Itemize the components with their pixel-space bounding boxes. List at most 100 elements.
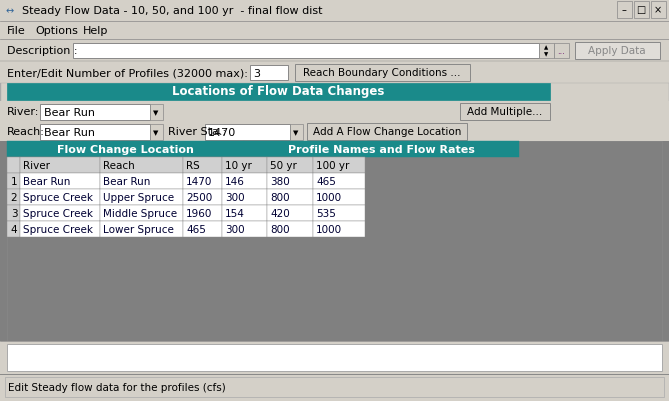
Text: 800: 800 <box>270 192 290 203</box>
Bar <box>183 190 222 205</box>
Text: Spruce Creek: Spruce Creek <box>23 225 93 235</box>
Bar <box>460 104 550 121</box>
Bar <box>539 44 554 59</box>
Text: Steady Flow Data - 10, 50, and 100 yr  - final flow dist: Steady Flow Data - 10, 50, and 100 yr - … <box>22 6 322 16</box>
Bar <box>205 125 290 141</box>
Text: Add Multiple...: Add Multiple... <box>468 107 543 117</box>
Text: ▲: ▲ <box>544 45 548 51</box>
Text: Description :: Description : <box>7 46 78 56</box>
Bar <box>183 158 222 174</box>
Bar <box>0 62 669 84</box>
Text: 146: 146 <box>225 176 245 186</box>
Bar <box>20 174 100 190</box>
Bar <box>0 40 669 62</box>
Bar <box>313 221 365 237</box>
Text: 300: 300 <box>225 225 245 235</box>
Text: ▼: ▼ <box>153 110 159 116</box>
Bar <box>20 190 100 205</box>
Bar <box>250 66 288 81</box>
Text: ...: ... <box>557 47 565 55</box>
Text: Reach:: Reach: <box>7 127 45 137</box>
Bar <box>20 205 100 221</box>
Text: Reach Boundary Conditions ...: Reach Boundary Conditions ... <box>303 68 461 78</box>
Text: Flow Change Location: Flow Change Location <box>57 145 193 155</box>
Text: □: □ <box>636 5 646 15</box>
Bar <box>7 174 20 190</box>
Text: Reach: Reach <box>103 160 134 170</box>
Bar <box>307 124 467 141</box>
Bar <box>150 105 163 121</box>
Text: Profile Names and Flow Rates: Profile Names and Flow Rates <box>288 145 474 155</box>
Bar <box>0 142 669 341</box>
Text: Upper Spruce: Upper Spruce <box>103 192 174 203</box>
Bar <box>7 205 20 221</box>
Bar <box>267 190 313 205</box>
Bar <box>150 125 163 141</box>
Bar <box>222 190 267 205</box>
Bar <box>0 374 669 401</box>
Text: 1470: 1470 <box>186 176 212 186</box>
Bar <box>40 125 150 141</box>
Text: Spruce Creek: Spruce Creek <box>23 192 93 203</box>
Bar <box>0 341 669 376</box>
Bar <box>267 174 313 190</box>
Bar <box>313 174 365 190</box>
Bar <box>554 44 569 59</box>
Text: Middle Spruce: Middle Spruce <box>103 209 177 219</box>
Text: RS: RS <box>186 160 200 170</box>
Bar <box>313 190 365 205</box>
Bar <box>7 221 20 237</box>
Text: Bear Run: Bear Run <box>44 108 95 118</box>
Bar <box>575 43 660 60</box>
Text: 420: 420 <box>270 209 290 219</box>
Bar <box>222 174 267 190</box>
Text: 465: 465 <box>186 225 206 235</box>
Bar <box>313 205 365 221</box>
Bar <box>267 205 313 221</box>
Bar <box>244 142 519 158</box>
Text: 50 yr: 50 yr <box>270 160 297 170</box>
Bar <box>0 102 669 122</box>
Bar <box>222 158 267 174</box>
Bar <box>7 158 365 174</box>
Text: River Sta.:: River Sta.: <box>168 127 226 137</box>
Text: 380: 380 <box>270 176 290 186</box>
Text: Edit Steady flow data for the profiles (cfs): Edit Steady flow data for the profiles (… <box>8 382 225 392</box>
Text: 465: 465 <box>316 176 336 186</box>
Text: Apply Data: Apply Data <box>588 46 646 56</box>
Text: Spruce Creek: Spruce Creek <box>23 209 93 219</box>
Text: 10 yr: 10 yr <box>225 160 252 170</box>
Text: Enter/Edit Number of Profiles (32000 max):: Enter/Edit Number of Profiles (32000 max… <box>7 68 248 78</box>
Bar <box>0 122 669 142</box>
Bar <box>295 65 470 82</box>
Text: 4: 4 <box>11 225 17 235</box>
Text: River:: River: <box>7 107 39 117</box>
Bar <box>100 158 183 174</box>
Bar <box>7 142 244 158</box>
Bar <box>100 221 183 237</box>
Text: 1: 1 <box>11 176 17 186</box>
Text: ▼: ▼ <box>293 130 298 136</box>
Bar <box>40 105 150 121</box>
Text: File: File <box>7 26 25 36</box>
Text: 100 yr: 100 yr <box>316 160 349 170</box>
Bar <box>267 221 313 237</box>
Bar <box>20 158 100 174</box>
Text: ×: × <box>654 5 662 15</box>
Bar <box>7 142 662 341</box>
Bar <box>0 0 669 22</box>
Bar <box>100 174 183 190</box>
Bar <box>100 190 183 205</box>
Text: Bear Run: Bear Run <box>44 128 95 138</box>
Text: 1960: 1960 <box>186 209 212 219</box>
Bar <box>100 205 183 221</box>
Text: Lower Spruce: Lower Spruce <box>103 225 174 235</box>
Text: ↔: ↔ <box>5 6 13 16</box>
Text: 300: 300 <box>225 192 245 203</box>
Text: Bear Run: Bear Run <box>103 176 151 186</box>
Bar <box>0 22 669 40</box>
Bar <box>20 221 100 237</box>
Text: ▼: ▼ <box>153 130 159 136</box>
Text: Help: Help <box>83 26 108 36</box>
Text: ▼: ▼ <box>544 53 548 57</box>
